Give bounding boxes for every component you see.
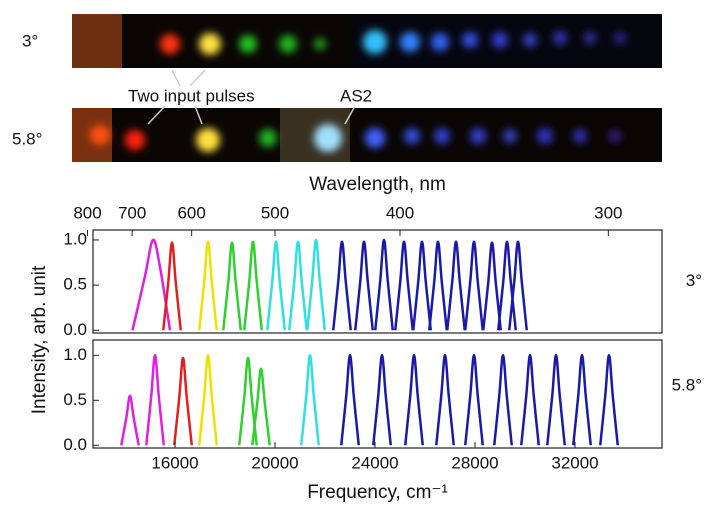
- x-axis-title: Frequency, cm⁻¹: [307, 482, 448, 503]
- spectrum-line: [198, 240, 218, 331]
- spectrum-line: [404, 354, 424, 446]
- spectrum-line: [599, 354, 619, 446]
- annotation: Two input pulses: [128, 86, 255, 105]
- spectrum-line: [131, 238, 172, 331]
- arrows: [147, 69, 356, 125]
- strip-label: 5.8°: [12, 129, 42, 148]
- spectrum-line: [493, 354, 513, 446]
- spectrum-line: [145, 354, 165, 446]
- spectrum-line: [412, 240, 432, 331]
- spectrum-line: [300, 354, 320, 446]
- spectrum-line: [446, 240, 466, 331]
- y-axis-title: Intensity, arb. unit: [29, 265, 50, 414]
- spectrum-line: [222, 241, 242, 331]
- spectrum-line: [372, 354, 392, 446]
- annotation: AS2: [340, 86, 372, 105]
- x-tick-label: 20000: [251, 453, 298, 472]
- x2-tick-label: 500: [261, 203, 289, 222]
- spectrum-line: [374, 238, 394, 331]
- x-tick-label: 28000: [451, 453, 498, 472]
- spectrum-line: [428, 240, 448, 331]
- x-tick-label: 24000: [351, 453, 398, 472]
- spectrum-line: [572, 354, 592, 446]
- spectrum-line: [173, 356, 193, 446]
- x-tick-label: 16000: [151, 453, 198, 472]
- spectrum-line: [266, 240, 286, 331]
- x2-axis-title: Wavelength, nm: [309, 174, 446, 195]
- spectrum-line: [120, 394, 140, 446]
- spectrum-line: [288, 240, 308, 331]
- y-tick-label: 1.0: [63, 345, 87, 364]
- y-tick-label: 1.0: [63, 229, 87, 248]
- y-tick-label: 0.5: [63, 275, 87, 294]
- y-tick-label: 0.0: [63, 320, 87, 339]
- x2-tick-label: 600: [177, 203, 205, 222]
- y-tick-label: 0.5: [63, 390, 87, 409]
- x2-tick-label: 700: [118, 203, 146, 222]
- spectrum-line: [332, 240, 352, 331]
- spectrum-line: [354, 240, 374, 331]
- x2-tick-label: 300: [594, 203, 622, 222]
- spectrum-line: [520, 354, 540, 446]
- spectrum-line: [162, 241, 182, 331]
- photo-strip: [72, 108, 662, 162]
- spectrum-line: [394, 240, 414, 331]
- angle-label: 3°: [686, 271, 702, 290]
- spectrum-line: [198, 354, 218, 446]
- spectrum-line: [508, 240, 528, 331]
- spectrum-line: [482, 241, 502, 331]
- y-tick-label: 0.0: [63, 435, 87, 454]
- spectrum-line: [546, 354, 566, 446]
- x2-tick-label: 800: [73, 203, 101, 222]
- x2-tick-label: 400: [386, 203, 414, 222]
- spectrum-line: [238, 356, 258, 446]
- x-tick-label: 32000: [551, 453, 598, 472]
- spectrum-line: [306, 238, 326, 331]
- spectrum-line: [340, 354, 360, 446]
- plot-frame: [92, 339, 663, 449]
- photo-strip: [72, 14, 662, 68]
- spectrum-line: [243, 240, 263, 331]
- spectrum-line: [251, 367, 271, 446]
- angle-label: 5.8°: [672, 375, 702, 394]
- spectrum-line: [464, 240, 484, 331]
- spectrum-line: [435, 354, 455, 446]
- spectrum-line: [464, 354, 484, 446]
- plot-frame: [92, 229, 663, 334]
- strip-label: 3°: [22, 31, 38, 50]
